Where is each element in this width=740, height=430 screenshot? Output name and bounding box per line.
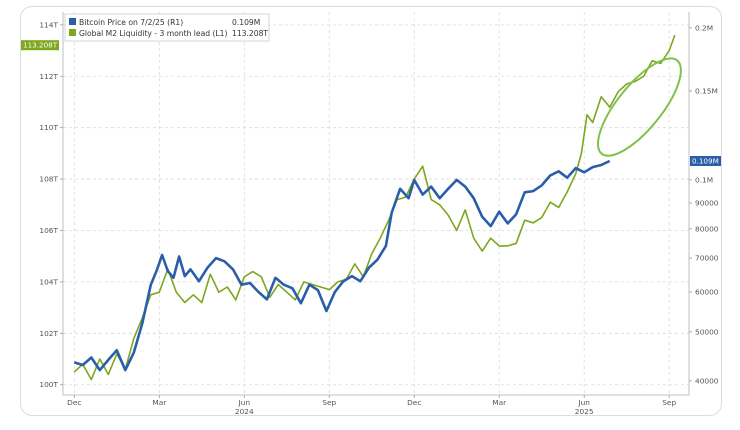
- legend-value-bitcoin: 0.109M: [232, 18, 260, 27]
- left-axis-ticks: 100T 102T 104T 106T 108T 110T 112T 114T: [39, 20, 63, 389]
- left-tick-label-0: 100T: [39, 380, 58, 389]
- bitcoin-price-line: [73, 159, 611, 372]
- right-tick-label-7: 0.15M: [695, 86, 718, 95]
- x-tick-label-2: Jun: [238, 398, 251, 407]
- series-layer: [73, 34, 676, 381]
- highlight-ellipse: [596, 57, 682, 157]
- legend-label-m2: Global M2 Liquidity - 3 month lead (L1): [79, 29, 227, 38]
- x-tick-label-1: Mar: [152, 398, 167, 407]
- x-axis-ticks: Dec Mar Jun Sep Dec Mar Jun Sep 2024 2025: [67, 395, 676, 415]
- left-tick-label-2: 104T: [39, 277, 58, 286]
- legend-box: [64, 13, 270, 42]
- left-tick-label-4: 108T: [39, 175, 58, 184]
- chart-svg: 100T 102T 104T 106T 108T 110T 112T 114T 40000 50…: [21, 12, 721, 415]
- x-tick-label-0: Dec: [67, 398, 81, 407]
- left-tick-label-3: 106T: [39, 226, 58, 235]
- legend-swatch-bitcoin: [69, 18, 76, 25]
- chart-card: 100T 102T 104T 106T 108T 110T 112T 114T 40000 50…: [20, 6, 722, 416]
- legend-swatch-m2: [69, 29, 76, 36]
- right-tick-label-4: 80000: [695, 224, 719, 233]
- right-current-value-bg: [690, 156, 721, 166]
- global-m2-line: [73, 34, 676, 381]
- left-current-value-label: 113.208T: [23, 41, 58, 50]
- x-tick-label-4: Dec: [407, 398, 421, 407]
- x-tick-label-6: Jun: [577, 398, 590, 407]
- right-current-value-label: 0.109M: [692, 157, 719, 166]
- left-current-value-bg: [21, 40, 59, 51]
- x-tick-label-5: Mar: [492, 398, 507, 407]
- right-tick-label-3: 70000: [695, 254, 719, 263]
- legend-value-m2: 113.208T: [232, 29, 268, 38]
- right-axis-ticks: 40000 50000 60000 70000 80000 90000 0.1M 0.15M 0…: [689, 23, 719, 385]
- year-label-0: 2024: [235, 407, 254, 415]
- annotation-layer: [596, 57, 682, 157]
- left-tick-label-5: 110T: [39, 123, 58, 132]
- year-label-1: 2025: [575, 407, 594, 415]
- legend: Bitcoin Price on 7/2/25 (R1) 0.109M Glob…: [64, 13, 270, 42]
- left-tick-label-6: 112T: [39, 72, 58, 81]
- right-current-value-tag: 0.109M: [690, 156, 721, 166]
- right-tick-label-8: 0.2M: [695, 23, 713, 32]
- legend-label-bitcoin: Bitcoin Price on 7/2/25 (R1): [79, 18, 183, 27]
- right-tick-label-2: 60000: [695, 287, 719, 296]
- left-tick-label-7: 114T: [39, 20, 58, 29]
- grid: [63, 12, 689, 395]
- plot-background: [63, 12, 689, 395]
- left-tick-label-1: 102T: [39, 329, 58, 338]
- right-tick-label-0: 40000: [695, 376, 719, 385]
- x-tick-label-3: Sep: [322, 398, 336, 407]
- right-tick-label-6: 0.1M: [695, 175, 713, 184]
- right-tick-label-5: 90000: [695, 198, 719, 207]
- x-tick-label-7: Sep: [662, 398, 676, 407]
- left-current-value-tag: 113.208T: [21, 40, 59, 51]
- right-tick-label-1: 50000: [695, 327, 719, 336]
